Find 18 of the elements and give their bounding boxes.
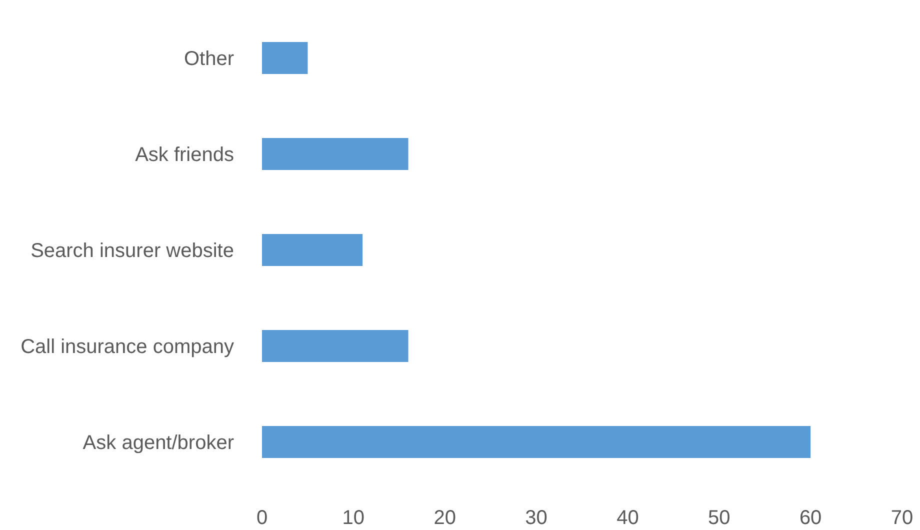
x-tick-label: 30 (525, 507, 548, 530)
y-tick-label: Call insurance company (20, 336, 234, 358)
x-tick-label: 70 (890, 507, 914, 530)
bar (262, 138, 408, 170)
bar (262, 42, 308, 74)
bar (262, 426, 811, 458)
bar (262, 330, 408, 362)
x-tick-label: 60 (799, 507, 822, 530)
x-tick-label: 20 (434, 507, 456, 530)
y-tick-label: Other (184, 48, 234, 70)
bar (262, 234, 363, 266)
y-tick-label: Search insurer website (30, 240, 234, 262)
x-tick-label: 10 (342, 507, 365, 530)
x-tick-label: 50 (708, 507, 730, 530)
y-tick-label: Ask friends (135, 144, 234, 166)
x-tick-label: 0 (256, 507, 268, 530)
y-tick-label: Ask agent/broker (82, 432, 234, 454)
x-tick-label: 40 (616, 507, 639, 530)
